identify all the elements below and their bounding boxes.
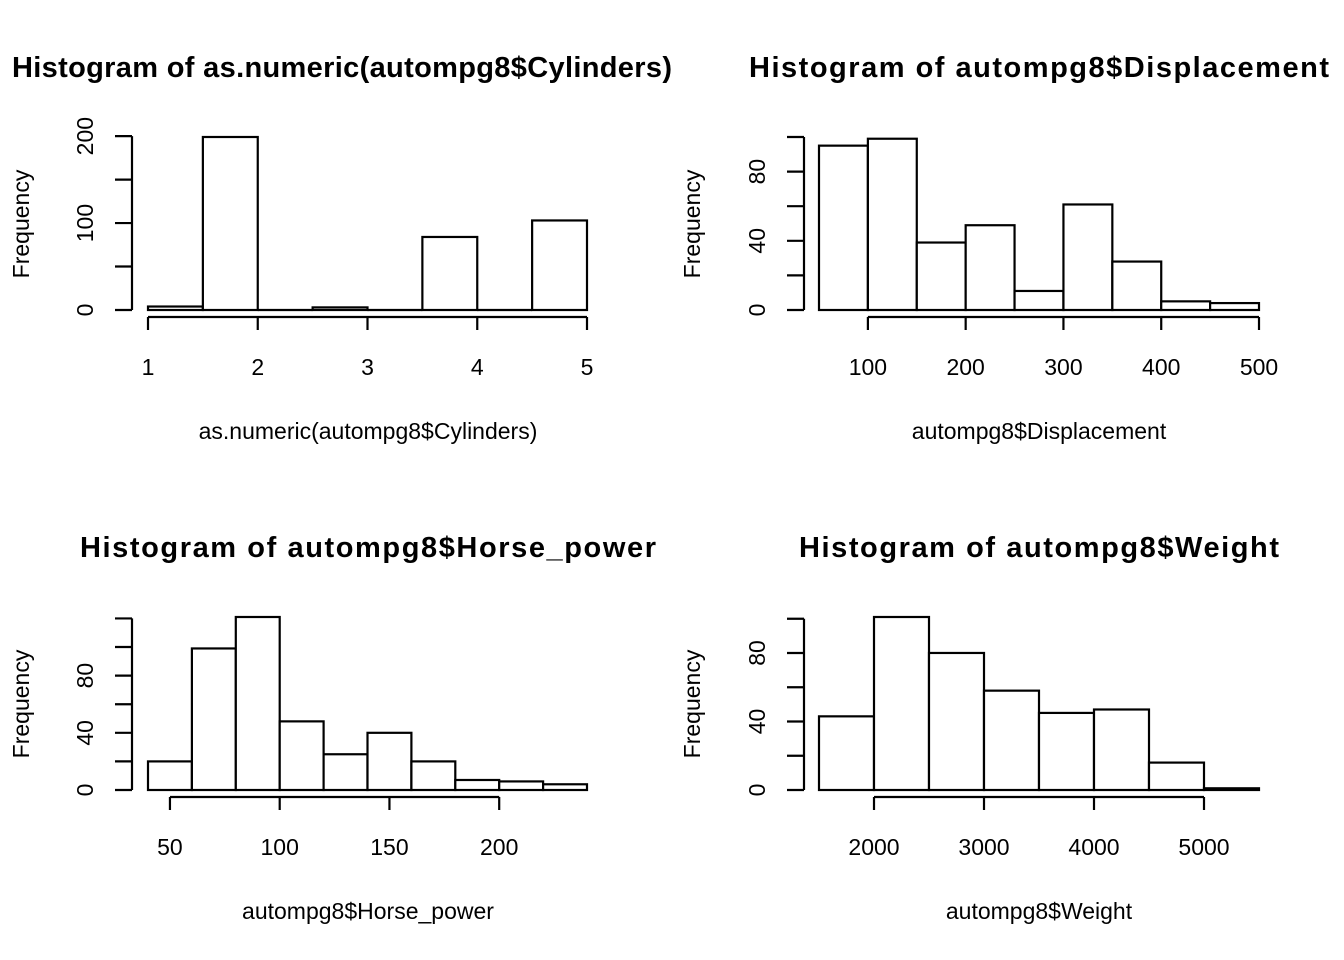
histogram-bar bbox=[531, 219, 589, 312]
y-tick-label: 80 bbox=[744, 159, 770, 185]
x-tick-label: 2000 bbox=[848, 834, 899, 860]
histogram-bar bbox=[454, 778, 501, 792]
histogram-bar bbox=[410, 760, 457, 792]
y-tick-label: 40 bbox=[744, 709, 770, 735]
histogram-bars bbox=[146, 615, 589, 792]
histogram-bar bbox=[1202, 787, 1261, 792]
x-tick-label: 4000 bbox=[1068, 834, 1119, 860]
histogram-bar bbox=[915, 241, 967, 312]
panel-weight: Histogram of autompg8$Weight Frequency a… bbox=[679, 532, 1279, 924]
histogram-bar bbox=[234, 615, 281, 792]
histogram-bars bbox=[146, 135, 589, 312]
histogram-bar bbox=[190, 647, 237, 792]
x-tick-label: 300 bbox=[1044, 354, 1082, 380]
y-axis-label: Frequency bbox=[679, 169, 705, 278]
histogram-bar bbox=[201, 135, 259, 312]
y-tick-label: 0 bbox=[744, 304, 770, 317]
histogram-bar bbox=[322, 753, 369, 792]
histogram-bar bbox=[146, 760, 194, 792]
x-axis-label: autompg8$Horse_power bbox=[242, 898, 494, 924]
panel-horse-power: Histogram of autompg8$Horse_power Freque… bbox=[8, 532, 656, 924]
y-tick-label: 0 bbox=[72, 304, 98, 317]
histogram-bar bbox=[421, 235, 479, 312]
y-axis-label: Frequency bbox=[8, 649, 34, 758]
x-tick-label: 2 bbox=[251, 354, 264, 380]
x-tick-label: 4 bbox=[471, 354, 484, 380]
panel-title: Histogram of autompg8$Displacement bbox=[749, 52, 1329, 84]
histogram-bar bbox=[1160, 300, 1212, 312]
histogram-bar bbox=[1037, 711, 1096, 792]
axes: 2000 3000 4000 5000 0 40 80 bbox=[744, 617, 1230, 860]
histogram-bar bbox=[366, 731, 413, 792]
histogram-bar bbox=[866, 137, 918, 312]
x-tick-label: 100 bbox=[849, 354, 887, 380]
y-axis-label: Frequency bbox=[679, 649, 705, 758]
histogram-bar bbox=[1147, 761, 1206, 792]
histogram-bar bbox=[964, 224, 1016, 312]
x-axis-label: autompg8$Weight bbox=[946, 898, 1133, 924]
histogram-bar bbox=[1092, 708, 1151, 792]
axes: 1 2 3 4 5 0 100 200 bbox=[72, 117, 593, 380]
y-tick-label: 40 bbox=[744, 228, 770, 254]
x-tick-label: 200 bbox=[480, 834, 518, 860]
panel-cylinders: Histogram of as.numeric(autompg8$Cylinde… bbox=[8, 52, 672, 444]
axes: 100 200 300 400 500 0 40 80 bbox=[744, 135, 1278, 380]
x-tick-label: 1 bbox=[142, 354, 155, 380]
histogram-bar bbox=[982, 689, 1041, 792]
x-tick-label: 200 bbox=[946, 354, 984, 380]
histogram-bar bbox=[1111, 260, 1163, 312]
histogram-bar bbox=[817, 144, 869, 312]
panel-title: Histogram of autompg8$Weight bbox=[799, 532, 1279, 564]
panel-title: Histogram of as.numeric(autompg8$Cylinde… bbox=[12, 52, 672, 84]
histogram-bar bbox=[278, 720, 325, 792]
panel-displacement: Histogram of autompg8$Displacement Frequ… bbox=[679, 52, 1329, 444]
histogram-bars bbox=[817, 137, 1261, 312]
y-tick-label: 80 bbox=[744, 640, 770, 666]
histogram-bar bbox=[872, 615, 931, 792]
x-tick-label: 100 bbox=[261, 834, 299, 860]
x-tick-label: 400 bbox=[1142, 354, 1180, 380]
histogram-bar bbox=[927, 651, 986, 792]
histogram-bar bbox=[541, 783, 589, 792]
histogram-bars bbox=[817, 615, 1261, 792]
x-tick-label: 3000 bbox=[958, 834, 1009, 860]
y-axis-label: Frequency bbox=[8, 169, 34, 278]
y-tick-label: 80 bbox=[72, 663, 98, 689]
x-tick-label: 5 bbox=[581, 354, 594, 380]
y-tick-label: 40 bbox=[72, 720, 98, 746]
x-tick-label: 3 bbox=[361, 354, 374, 380]
histogram-bar bbox=[1062, 203, 1114, 312]
x-tick-label: 150 bbox=[370, 834, 408, 860]
y-tick-label: 100 bbox=[72, 204, 98, 242]
x-tick-label: 50 bbox=[157, 834, 183, 860]
panel-title: Histogram of autompg8$Horse_power bbox=[80, 532, 656, 564]
x-axis-label: as.numeric(autompg8$Cylinders) bbox=[199, 418, 538, 444]
histogram-bar bbox=[146, 305, 204, 312]
y-tick-label: 0 bbox=[72, 784, 98, 797]
histogram-bar bbox=[1209, 301, 1261, 312]
axes: 50 100 150 200 0 40 80 bbox=[72, 617, 518, 860]
x-tick-label: 500 bbox=[1240, 354, 1278, 380]
histogram-bar bbox=[817, 715, 876, 792]
y-tick-label: 0 bbox=[744, 784, 770, 797]
histogram-bar bbox=[311, 306, 369, 312]
x-tick-label: 5000 bbox=[1178, 834, 1229, 860]
y-tick-label: 200 bbox=[72, 117, 98, 155]
x-axis-label: autompg8$Displacement bbox=[912, 418, 1167, 444]
histogram-bar bbox=[498, 780, 545, 792]
histogram-bar bbox=[1013, 289, 1065, 312]
